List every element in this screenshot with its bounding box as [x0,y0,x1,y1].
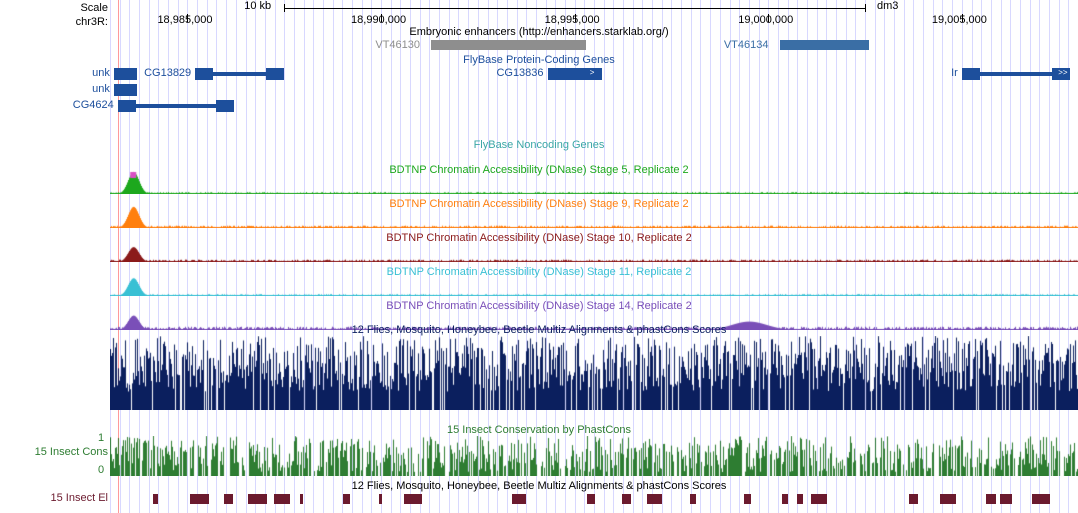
conserved-element[interactable] [153,494,158,504]
conserved-element[interactable] [744,494,751,504]
track-title-enhancers: Embryonic enhancers (http://enhancers.st… [0,26,1078,38]
scale-label: Scale [80,2,108,14]
gene-exon[interactable] [118,100,136,112]
scale-bar-tick [865,4,866,12]
phastcons-scale-min: 0 [98,464,104,476]
scale-bar-label: 10 kb [244,0,271,12]
strand-arrow-icon: > [590,68,595,78]
enhancer-label: VT46134 [724,39,769,51]
conserved-element[interactable] [512,494,526,504]
conserved-element[interactable] [274,494,289,504]
phastcons-scale-max: 1 [98,432,104,444]
gene-label: CG4624 [73,99,114,111]
conserved-element[interactable] [224,494,233,504]
conserved-element[interactable] [300,494,303,504]
conserved-element[interactable] [940,494,956,504]
track-title-phastcons: 15 Insect Conservation by PhastCons [0,424,1078,436]
conserved-element[interactable] [1032,494,1050,504]
conserved-element[interactable] [190,494,209,504]
conserved-element[interactable] [909,494,919,504]
conserved-element[interactable] [811,494,827,504]
track-title-multiz: 12 Flies, Mosquito, Honeybee, Beetle Mul… [0,324,1078,336]
enhancer-label: VT46130 [375,39,420,51]
conserved-element[interactable] [343,494,349,504]
gene-intron[interactable] [136,104,216,108]
conserved-element[interactable] [379,494,382,504]
conserved-element[interactable] [782,494,789,504]
axis-tick-label: 18,995,000 [545,14,600,26]
conserved-element[interactable] [690,494,696,504]
axis-tick-label: 19,000,000 [738,14,793,26]
scale-bar [284,8,865,9]
gene-label: unk [92,67,110,79]
gene-label: Ir [951,67,958,79]
genome-browser: Scalechr3R:10 kbdm318,985,00018,990,0001… [0,0,1078,513]
conserved-element[interactable] [404,494,423,504]
axis-tick-label: 18,985,000 [157,14,212,26]
gene-label: CG13829 [144,67,191,79]
enhancer-block[interactable] [431,40,586,50]
gene-label: unk [92,83,110,95]
axis-tick-label: 19,005,000 [932,14,987,26]
track-title-multiz2: 12 Flies, Mosquito, Honeybee, Beetle Mul… [0,480,1078,492]
dnase-signal [110,204,1078,228]
gene-intron[interactable] [980,72,1052,76]
scale-bar-tick [284,4,285,12]
track-title-noncoding: FlyBase Noncoding Genes [0,139,1078,151]
gene-exon[interactable] [266,68,284,80]
conserved-element[interactable] [1000,494,1012,504]
conserved-element[interactable] [248,494,267,504]
conserved-element[interactable] [587,494,595,504]
gene-label: CG13836 [496,67,543,79]
assembly-label: dm3 [877,0,898,12]
dnase-signal [110,170,1078,194]
gene-exon[interactable] [114,68,137,80]
track-title-protein-coding: FlyBase Protein-Coding Genes [0,54,1078,66]
enhancer-block[interactable] [780,40,869,50]
gene-exon[interactable] [114,84,137,96]
conserved-element[interactable] [647,494,663,504]
dnase-signal [110,272,1078,296]
dnase-signal [110,238,1078,262]
conserved-element[interactable] [986,494,995,504]
gene-exon[interactable] [962,68,980,80]
left-label-insect-el: 15 Insect El [51,492,108,504]
multiz-signal [110,336,1078,410]
gene-exon[interactable] [216,100,234,112]
gene-intron[interactable] [213,72,266,76]
conserved-element[interactable] [797,494,804,504]
axis-tick-label: 18,990,000 [351,14,406,26]
left-label-phastcons: 15 Insect Cons [35,446,108,458]
phastcons-signal [110,436,1078,476]
conserved-element[interactable] [622,494,631,504]
strand-arrow-icon: >> [1058,68,1067,78]
gene-exon[interactable] [195,68,213,80]
